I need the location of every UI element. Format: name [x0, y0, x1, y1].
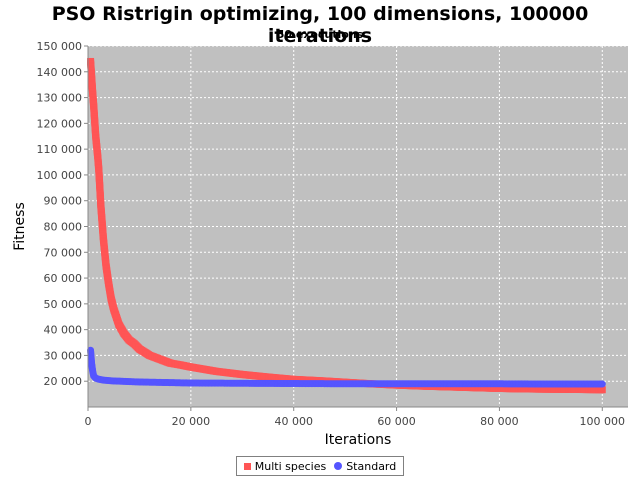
chart-title: PSO Ristrigin optimizing, 100 dimensions…: [51, 3, 589, 47]
square-marker-icon: [243, 462, 251, 470]
x-tick-label: 80 000: [480, 415, 519, 428]
circle-marker-icon: [334, 462, 343, 470]
x-tick-label: 60 000: [377, 415, 416, 428]
grid-lines: [87, 45, 628, 407]
data-point: [598, 386, 606, 394]
x-tick-label: 20 000: [172, 415, 211, 428]
y-tick-label: 110 000: [37, 143, 83, 156]
y-tick-label: 50 000: [44, 298, 83, 311]
x-axis-label: Iterations: [325, 432, 392, 448]
y-tick-label: 20 000: [44, 375, 83, 388]
axes: 0 20 000 40 000 60 000 80 000 100 000 20 000 30…: [37, 40, 628, 428]
legend-label: Standard: [346, 459, 397, 473]
y-tick-label: 70 000: [44, 246, 83, 259]
y-tick-label: 100 000: [37, 169, 83, 182]
x-tick-label: 40 000: [274, 415, 313, 428]
y-tick-label: 90 000: [44, 195, 83, 208]
y-tick-label: 120 000: [37, 117, 83, 130]
y-tick-label: 130 000: [37, 92, 83, 105]
series-standard: [87, 346, 606, 388]
y-tick-label: 150 000: [37, 40, 83, 53]
y-tick-label: 40 000: [44, 324, 83, 337]
chart-subtitle: 50 executions: [276, 28, 364, 41]
legend: Multi species Standard: [236, 456, 404, 476]
series-layer: [87, 57, 606, 394]
x-tick-label: 0: [85, 415, 92, 428]
legend-item-multi-species: Multi species: [243, 459, 327, 473]
legend-label: Multi species: [254, 459, 327, 473]
y-tick-label: 80 000: [44, 221, 83, 234]
y-axis-label: Fitness: [12, 202, 28, 251]
data-point: [598, 380, 606, 388]
legend-item-standard: Standard: [334, 460, 396, 473]
y-tick-label: 30 000: [44, 349, 83, 362]
y-tick-label: 60 000: [44, 272, 83, 285]
x-tick-label: 100 000: [580, 415, 626, 428]
y-tick-label: 140 000: [37, 66, 83, 79]
